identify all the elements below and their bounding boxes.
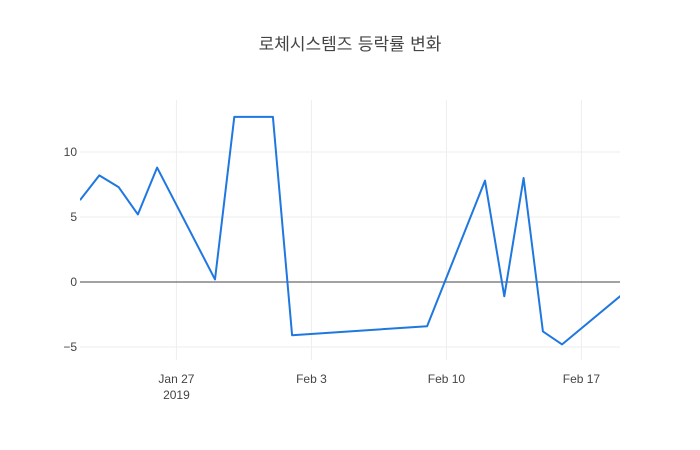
y-tick-label: 0 <box>70 275 77 289</box>
grid <box>80 100 620 360</box>
y-tick-label: 5 <box>70 210 77 224</box>
y-tick-label: −5 <box>63 340 77 354</box>
x-tick-label: Feb 17 <box>563 372 601 386</box>
x-tick-label: Feb 3 <box>296 372 327 386</box>
x-axis: Jan 27 2019 Feb 3 Feb 10 Feb 17 <box>158 372 600 402</box>
x-tick-label: Feb 10 <box>428 372 466 386</box>
series-layer <box>80 115 620 346</box>
y-axis: 10 5 0 −5 <box>63 145 77 354</box>
x-tick-sublabel: 2019 <box>163 388 190 402</box>
chart-title: 로체시스템즈 등락률 변화 <box>259 35 442 55</box>
x-tick-label: Jan 27 <box>158 372 194 386</box>
series-line <box>80 115 620 346</box>
y-tick-label: 10 <box>64 145 78 159</box>
